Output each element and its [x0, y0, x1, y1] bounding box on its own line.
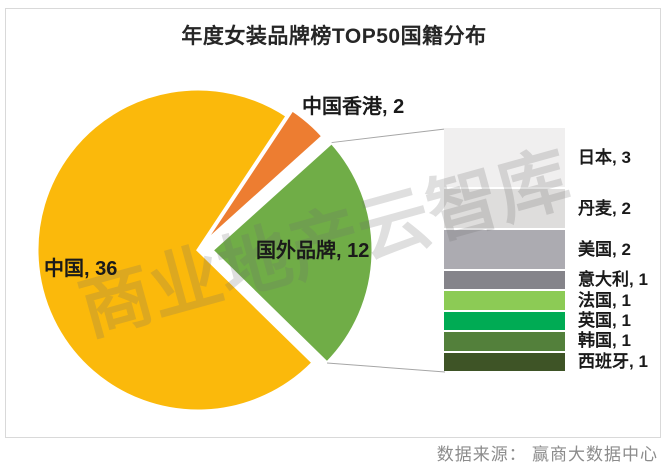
connector-line-top	[331, 128, 446, 144]
bar-segment-usa	[444, 230, 565, 269]
connector-line-bottom	[326, 362, 446, 373]
pie-label-china: 中国, 36	[44, 258, 118, 280]
bar-label-south-korea: 韩国, 1	[578, 331, 631, 350]
bar-label-denmark: 丹麦, 2	[578, 199, 631, 218]
chart-title: 年度女装品牌榜TOP50国籍分布	[181, 25, 487, 48]
bar-segment-uk	[444, 311, 565, 331]
bar-segment-france	[444, 291, 565, 310]
bar-label-uk: 英国, 1	[578, 311, 631, 330]
bar-label-usa: 美国, 2	[578, 240, 631, 259]
pie-slice-hong-kong-china	[201, 107, 325, 246]
bar-label-italy: 意大利, 1	[578, 270, 648, 289]
pie-label-foreign-brands: 国外品牌, 12	[256, 240, 370, 262]
pie-label-hong-kong-china: 中国香港, 2	[302, 96, 405, 118]
pie-slice-foreign-brands	[209, 140, 375, 366]
bar-segment-denmark	[444, 189, 565, 229]
bar-segment-spain	[444, 352, 565, 371]
bar-segment-japan	[444, 128, 565, 188]
bar-label-spain: 西班牙, 1	[578, 352, 648, 371]
bar-segment-south-korea	[444, 332, 565, 351]
data-source-caption: 数据来源： 赢商大数据中心	[436, 445, 658, 464]
bar-segment-italy	[444, 270, 565, 290]
bar-label-france: 法国, 1	[578, 291, 631, 310]
bar-label-japan: 日本, 3	[578, 148, 631, 167]
pie-slice-china	[35, 87, 316, 413]
